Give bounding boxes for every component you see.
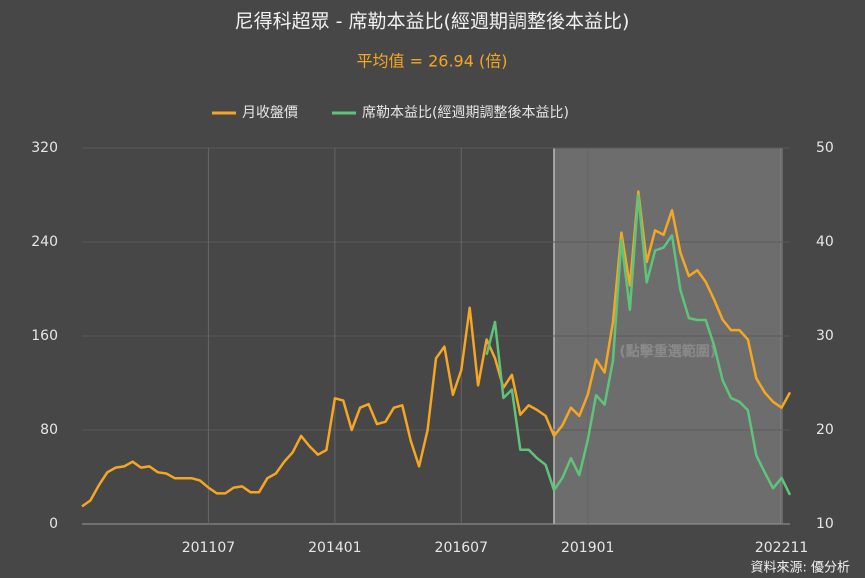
y-tick-label: 80 bbox=[40, 422, 58, 438]
y-tick-label: 320 bbox=[31, 140, 58, 156]
x-tick-label: 201401 bbox=[308, 540, 361, 556]
source-note: 資料來源: 優分析 bbox=[750, 561, 850, 576]
x-tick-label: 201901 bbox=[561, 540, 614, 556]
series-line bbox=[485, 193, 792, 496]
y-tick-label: 0 bbox=[49, 516, 58, 532]
legend-label: 席勒本益比(經週期調整後本益比) bbox=[362, 105, 569, 121]
legend: 月收盤價 席勒本益比(經週期調整後本益比) bbox=[212, 104, 569, 121]
series-line bbox=[81, 190, 792, 508]
y2-tick-label: 30 bbox=[816, 328, 834, 344]
y2-tick-label: 10 bbox=[816, 516, 834, 532]
y-tick-label: 160 bbox=[31, 328, 58, 344]
chart-subtitle: 平均值 = 26.94 (倍) bbox=[357, 52, 508, 71]
y2-tick-label: 40 bbox=[816, 234, 834, 250]
y-tick-label: 240 bbox=[31, 234, 58, 250]
legend-label: 月收盤價 bbox=[242, 104, 298, 121]
selection-label: (點擊重選範圍) bbox=[619, 343, 716, 360]
chart-title: 尼得科超眾 - 席勒本益比(經週期調整後本益比) bbox=[235, 11, 630, 33]
y2-tick-label: 20 bbox=[816, 422, 834, 438]
x-tick-label: 201107 bbox=[182, 540, 235, 556]
x-tick-label: 201607 bbox=[435, 540, 488, 556]
y2-tick-label: 50 bbox=[816, 140, 834, 156]
x-tick-label: 202211 bbox=[755, 540, 808, 556]
